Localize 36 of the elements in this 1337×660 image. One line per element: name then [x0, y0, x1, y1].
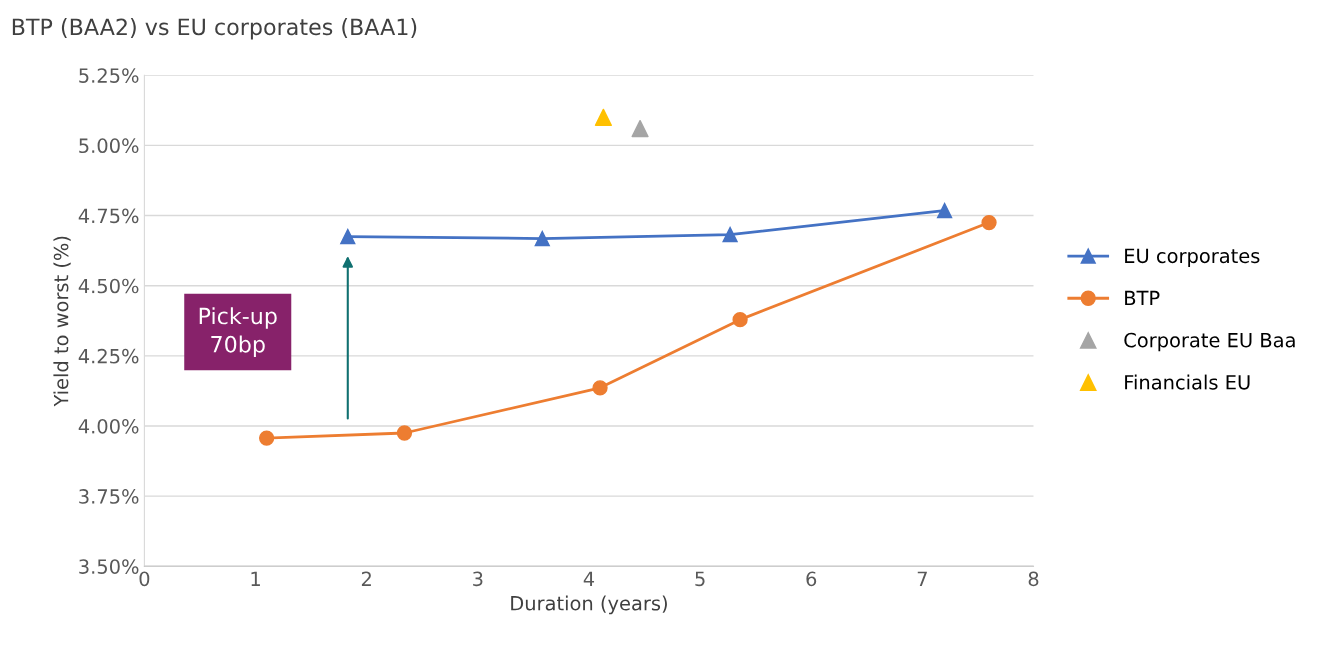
point — [259, 430, 275, 446]
x-tick-label: 3 — [473, 571, 483, 587]
point — [936, 202, 953, 219]
point — [981, 214, 997, 231]
x-tick-label: 4 — [583, 571, 595, 586]
y-tick-label: 3.50% — [79, 559, 139, 574]
point — [534, 230, 550, 247]
point — [732, 311, 748, 328]
point — [631, 119, 649, 138]
y-tick-label: 4.25% — [78, 348, 139, 364]
y-tick-label: 5.00% — [79, 138, 139, 154]
legend-label: EU corporates — [1125, 248, 1260, 267]
legend-label: Corporate EU Baa — [1124, 332, 1295, 352]
x-tick-label: 7 — [917, 571, 927, 586]
y-tick-label: 4.50% — [78, 278, 139, 294]
point — [396, 425, 413, 441]
point — [592, 380, 608, 396]
y-axis-title: Yield to worst (%) — [53, 236, 71, 407]
y-tick-label: 3.75% — [79, 489, 139, 504]
point — [340, 228, 356, 245]
x-tick-label: 5 — [695, 571, 705, 587]
y-tick-label: 4.75% — [78, 208, 139, 224]
y-tick-label: 4.00% — [78, 418, 139, 434]
point — [722, 226, 738, 243]
x-tick-label: 8 — [1028, 571, 1039, 587]
legend-label: Financials EU — [1125, 374, 1250, 390]
annotation: Pick-up 70bp — [199, 307, 277, 357]
x-tick-label: 2 — [361, 571, 371, 586]
x-tick-label: 0 — [139, 571, 150, 587]
chart-title: BTP (BAA2) vs EU corporates (BAA1) — [12, 18, 417, 40]
y-tick-label: 5.25% — [79, 68, 139, 83]
legend-label: BTP — [1125, 290, 1160, 306]
x-tick-label: 6 — [806, 571, 817, 587]
x-axis-title: Duration (years) — [511, 595, 667, 615]
point — [594, 108, 613, 126]
x-tick-label: 1 — [251, 571, 260, 586]
